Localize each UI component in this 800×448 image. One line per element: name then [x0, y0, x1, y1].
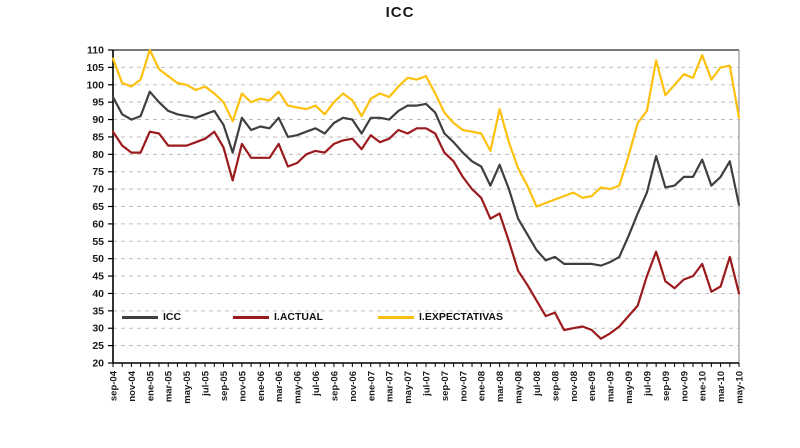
x-axis-label: may-09 — [624, 371, 635, 404]
x-axis-label: mar-05 — [164, 370, 175, 402]
legend-label-actual: I.ACTUAL — [274, 311, 323, 323]
y-axis-label: 75 — [92, 166, 104, 178]
x-axis-label: jul-09 — [642, 371, 653, 397]
icc-line-swatch — [122, 315, 158, 319]
series-line-icc — [111, 90, 741, 267]
x-axis-label: mar-10 — [716, 371, 727, 402]
x-axis-label: nov-04 — [127, 370, 138, 401]
x-axis-label: ene-05 — [145, 370, 156, 401]
x-axis-label: nov-05 — [237, 370, 248, 401]
legend-item-actual: I.ACTUAL — [233, 310, 323, 324]
legend-item-icc: ICC — [122, 310, 181, 324]
y-axis-label: 40 — [92, 288, 104, 300]
x-axis-label: jul-08 — [532, 371, 543, 397]
y-axis-label: 95 — [92, 97, 104, 109]
x-axis-label: jul-06 — [311, 371, 322, 397]
x-axis-label: nov-07 — [458, 371, 469, 402]
x-axis-label: may-07 — [403, 371, 414, 404]
x-axis-label: sep-04 — [109, 370, 120, 401]
x-axis-label: mar-08 — [495, 371, 506, 402]
x-axis-label: ene-10 — [698, 371, 709, 401]
x-axis-label: jul-05 — [201, 370, 212, 397]
x-axis-label: ene-08 — [477, 371, 488, 401]
y-axis-label: 45 — [92, 271, 104, 283]
chart-title: ICC — [385, 4, 415, 21]
y-axis-label: 25 — [92, 340, 104, 352]
y-axis-label: 90 — [92, 114, 104, 126]
x-axis-label: may-10 — [735, 371, 746, 404]
series-line-i-expectativas — [111, 48, 741, 208]
x-axis-label: sep-07 — [440, 371, 451, 401]
legend-item-expectativas: I.EXPECTATIVAS — [378, 310, 503, 324]
y-axis-label: 55 — [92, 236, 104, 248]
legend-label-icc: ICC — [163, 311, 182, 323]
y-axis-label: 50 — [92, 253, 104, 265]
x-axis-label: may-06 — [293, 371, 304, 404]
x-axis-label: nov-08 — [569, 371, 580, 402]
x-axis-label: sep-06 — [329, 371, 340, 401]
series-line-i-actual — [111, 127, 741, 340]
x-axis-label: ene-09 — [587, 371, 598, 401]
legend-label-expectativas: I.EXPECTATIVAS — [419, 311, 504, 323]
x-axis-label: nov-09 — [679, 371, 690, 402]
y-axis-label: 85 — [92, 131, 104, 143]
x-axis-label: may-05 — [182, 370, 193, 403]
y-axis-label: 100 — [86, 79, 104, 91]
y-axis-label: 30 — [92, 323, 104, 335]
x-axis-label: nov-06 — [348, 371, 359, 402]
x-axis-label: mar-07 — [385, 371, 396, 402]
y-axis-label: 65 — [92, 201, 104, 213]
x-axis-label: ene-06 — [256, 371, 267, 401]
y-axis-label: 80 — [92, 149, 104, 161]
x-axis-label: mar-06 — [274, 371, 285, 402]
x-axis-label: jul-07 — [422, 371, 433, 397]
x-axis-label: sep-05 — [219, 370, 230, 401]
y-axis-label: 105 — [86, 62, 104, 74]
y-axis-label: 70 — [92, 184, 104, 196]
x-axis-label: may-08 — [514, 371, 525, 404]
x-axis-label: sep-08 — [550, 371, 561, 401]
y-axis-label: 20 — [92, 358, 104, 370]
y-axis-label: 110 — [87, 45, 104, 57]
x-axis-label: ene-07 — [366, 371, 377, 401]
expectativas-line-swatch — [378, 315, 414, 319]
actual-line-swatch — [233, 315, 269, 319]
y-axis-label: 35 — [92, 305, 104, 317]
x-axis-label: sep-09 — [661, 371, 672, 401]
y-axis-label: 60 — [92, 218, 104, 230]
x-axis-label: mar-09 — [606, 371, 617, 402]
